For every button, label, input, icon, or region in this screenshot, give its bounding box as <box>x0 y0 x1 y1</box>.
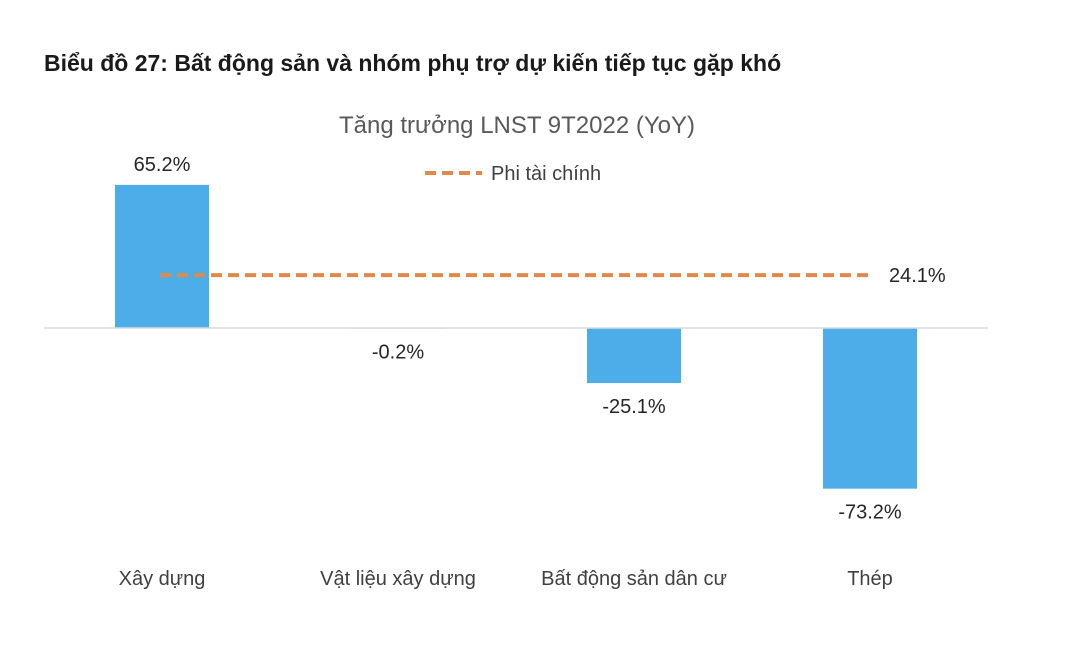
chart-title: Tăng trưởng LNST 9T2022 (YoY) <box>339 112 695 139</box>
data-label-thep: -73.2% <box>838 502 902 524</box>
legend: Phi tài chính <box>425 163 601 185</box>
category-label-vat-lieu-xay-dung: Vật liệu xây dựng <box>320 568 476 590</box>
category-label-xay-dung: Xây dựng <box>119 568 206 590</box>
bar-xay-dung <box>115 184 209 328</box>
data-label-vat-lieu-xay-dung: -0.2% <box>372 342 424 364</box>
bar-bat-dong-san-dan-cu <box>587 328 681 384</box>
figure-heading: Biểu đồ 27: Bất động sản và nhóm phụ trợ… <box>44 50 782 76</box>
bar-thep <box>823 328 917 489</box>
legend-label: Phi tài chính <box>491 163 601 185</box>
data-label-xay-dung: 65.2% <box>134 154 191 176</box>
data-label-bat-dong-san-dan-cu: -25.1% <box>602 396 666 418</box>
category-label-thep: Thép <box>847 568 893 590</box>
reference-line-label: 24.1% <box>889 265 946 287</box>
category-label-bat-dong-san-dan-cu: Bất động sản dân cư <box>541 568 727 590</box>
